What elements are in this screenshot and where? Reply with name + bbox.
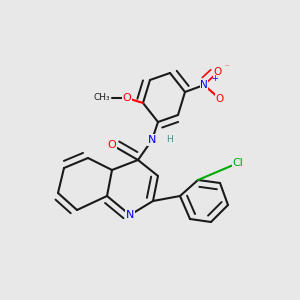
Text: H: H <box>166 136 173 145</box>
Text: N: N <box>200 80 208 90</box>
Text: +: + <box>212 74 218 83</box>
Text: N: N <box>126 210 134 220</box>
Text: O: O <box>214 67 222 77</box>
Text: Cl: Cl <box>232 158 243 168</box>
Text: CH₃: CH₃ <box>94 94 110 103</box>
Text: N: N <box>148 135 156 145</box>
Text: O: O <box>216 94 224 104</box>
Text: O: O <box>123 93 131 103</box>
Text: ⁻: ⁻ <box>224 62 228 71</box>
Text: O: O <box>108 140 116 150</box>
